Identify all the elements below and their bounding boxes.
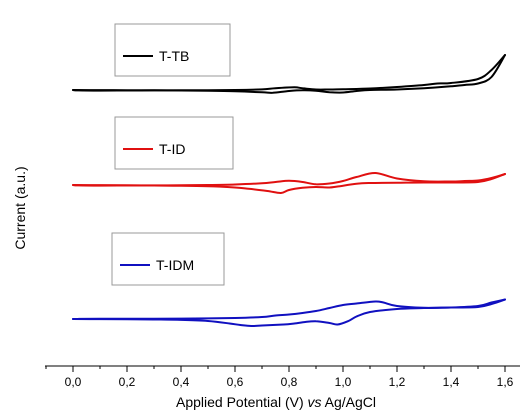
- x-tick-label: 0,8: [281, 375, 298, 389]
- y-axis-title: Current (a.u.): [12, 166, 28, 249]
- x-tick-label: 0,6: [227, 375, 244, 389]
- x-tick-label: 1,2: [389, 375, 406, 389]
- series-line-t-id-reverse: [73, 173, 505, 186]
- series-line-t-id-forward: [73, 174, 505, 193]
- x-tick-label: 0,4: [173, 375, 190, 389]
- series-line-t-idm-reverse: [73, 300, 505, 320]
- x-axis: 0,0 0,2 0,4 0,6 0,8 1,0 1,2 1,4 1,6: [45, 366, 520, 389]
- x-axis-title: Applied Potential (V) vs Ag/AgCl: [176, 394, 376, 410]
- series-line-t-idm-forward: [73, 300, 505, 327]
- x-tick-label: 0,2: [119, 375, 136, 389]
- legend-label-t-id: T-ID: [159, 141, 185, 157]
- x-tick-label: 0,0: [65, 375, 82, 389]
- x-tick-label: 1,6: [497, 375, 514, 389]
- series-line-t-tb-reverse: [73, 55, 505, 91]
- legend-label-t-idm: T-IDM: [156, 257, 194, 273]
- legend-layer: T-TB T-ID T-IDM: [112, 24, 233, 285]
- x-tick-label: 1,4: [443, 375, 460, 389]
- legend-label-t-tb: T-TB: [159, 48, 189, 64]
- x-tick-label: 1,0: [335, 375, 352, 389]
